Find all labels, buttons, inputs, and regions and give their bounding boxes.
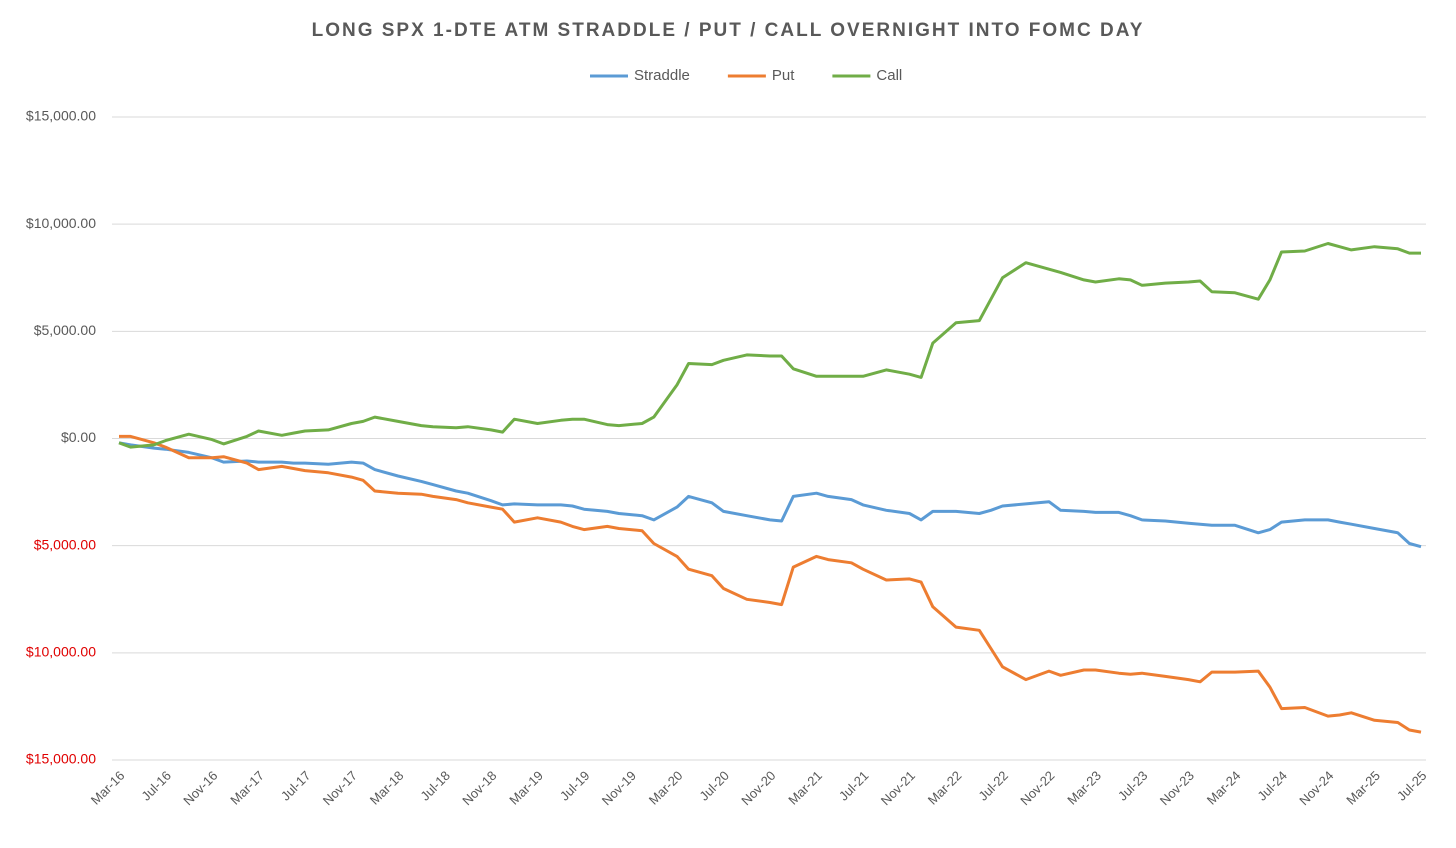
x-tick-label: Jul-20 [696,768,732,804]
x-tick-label: Jul-22 [975,768,1011,804]
series-line [119,434,1422,734]
x-tick-label: Mar-17 [227,768,267,808]
x-tick-label: Nov-18 [459,768,499,808]
y-tick-label: $0.00 [61,429,96,445]
series-line [118,242,1421,449]
x-tick-label: Nov-24 [1296,768,1336,808]
y-tick-label: $5,000.00 [34,536,96,552]
x-tick-label: Jul-21 [836,768,872,804]
x-tick-label: Nov-23 [1157,768,1197,808]
x-tick-label: Jul-16 [138,768,174,804]
x-tick-label: Mar-20 [646,768,686,808]
x-tick-label: Nov-21 [878,768,918,808]
legend-label: Straddle [634,67,690,84]
x-tick-label: Nov-20 [738,768,778,808]
x-tick-label: Mar-25 [1343,768,1383,808]
x-tick-label: Nov-16 [180,768,220,808]
x-tick-label: Mar-24 [1204,768,1244,808]
x-tick-label: Mar-21 [785,768,825,808]
x-tick-label: Jul-23 [1115,768,1151,804]
x-tick-label: Mar-16 [88,768,128,808]
legend-label: Call [876,67,902,84]
x-tick-label: Jul-18 [417,768,453,804]
x-tick-label: Jul-25 [1394,768,1430,804]
y-tick-label: $10,000.00 [26,644,96,660]
y-tick-label: $15,000.00 [26,751,96,767]
x-tick-label: Mar-18 [367,768,407,808]
x-tick-label: Jul-17 [278,768,314,804]
x-tick-label: Mar-23 [1064,768,1104,808]
x-tick-label: Mar-19 [506,768,546,808]
x-tick-label: Nov-19 [599,768,639,808]
y-tick-label: $15,000.00 [26,108,96,124]
y-tick-label: $5,000.00 [34,322,96,338]
x-tick-label: Mar-22 [925,768,965,808]
x-tick-label: Jul-24 [1254,768,1290,804]
legend-label: Put [772,67,795,84]
x-tick-label: Jul-19 [557,768,593,804]
series-line [118,441,1422,549]
x-tick-label: Nov-22 [1017,768,1057,808]
x-tick-label: Nov-17 [320,768,360,808]
chart-title: LONG SPX 1-DTE ATM STRADDLE / PUT / CALL… [312,20,1145,41]
y-tick-label: $10,000.00 [26,215,96,231]
